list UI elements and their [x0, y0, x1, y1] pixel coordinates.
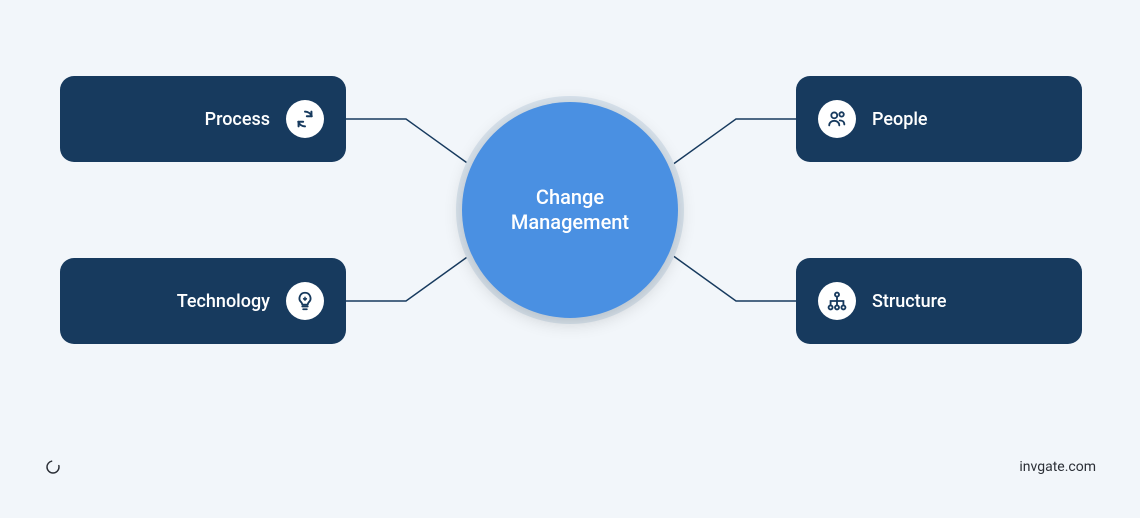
- brand-text: invgate.com: [1019, 459, 1096, 475]
- node-structure: Structure: [796, 258, 1082, 344]
- refresh-icon: [286, 100, 324, 138]
- node-label: Structure: [872, 291, 947, 312]
- node-label: People: [872, 109, 928, 130]
- node-label: Process: [205, 109, 270, 130]
- invgate-logo-icon: [44, 458, 62, 476]
- center-label: Change Management: [511, 185, 629, 235]
- lightbulb-icon: [286, 282, 324, 320]
- footer: invgate.com: [0, 458, 1140, 476]
- node-people: People: [796, 76, 1082, 162]
- hierarchy-icon: [818, 282, 856, 320]
- center-node: Change Management: [462, 102, 678, 318]
- diagram-canvas: Change Management Process Technology Peopl…: [0, 0, 1140, 518]
- people-icon: [818, 100, 856, 138]
- node-label: Technology: [177, 291, 270, 312]
- node-technology: Technology: [60, 258, 346, 344]
- node-process: Process: [60, 76, 346, 162]
